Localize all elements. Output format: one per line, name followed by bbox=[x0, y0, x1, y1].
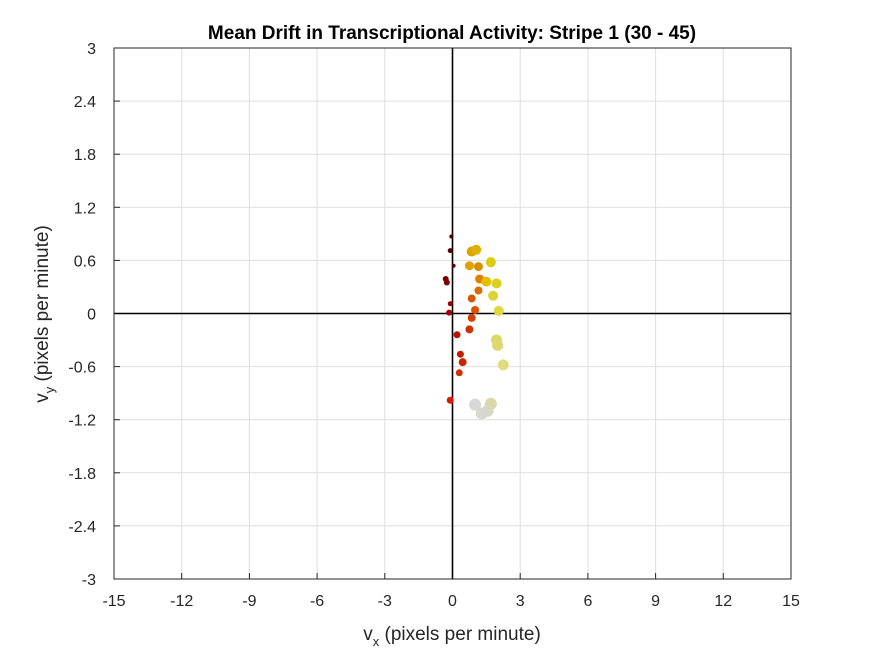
y-tick-label: -0.6 bbox=[68, 360, 96, 377]
x-tick-label: -6 bbox=[310, 593, 324, 610]
x-axis-label-subscript: x bbox=[373, 634, 380, 649]
data-point bbox=[471, 244, 482, 255]
x-tick-label: -3 bbox=[378, 593, 392, 610]
data-point bbox=[456, 350, 464, 358]
x-tick-labels: -15 -12 -9 -6 -3 0 3 6 9 12 15 bbox=[102, 593, 800, 610]
data-point bbox=[446, 396, 454, 404]
data-point bbox=[458, 358, 467, 367]
x-axis-label: vx (pixels per minute) bbox=[363, 624, 541, 649]
data-points bbox=[442, 234, 509, 420]
axes-frame bbox=[113, 47, 792, 580]
data-point bbox=[467, 313, 476, 322]
x-tick-label: 6 bbox=[583, 593, 592, 610]
y-tick-label: -3 bbox=[82, 572, 96, 589]
y-tick-label: 1.2 bbox=[74, 200, 96, 217]
y-tick-label: 3 bbox=[87, 41, 96, 58]
x-tick-label: 15 bbox=[782, 593, 800, 610]
data-point bbox=[446, 309, 453, 316]
y-axis-label-rest: (pixels per minute) bbox=[32, 225, 53, 387]
data-point bbox=[464, 261, 474, 271]
y-tick-label: 0.6 bbox=[74, 253, 96, 270]
data-point bbox=[488, 290, 499, 301]
data-point bbox=[467, 294, 476, 303]
data-point bbox=[475, 407, 488, 420]
data-point bbox=[474, 286, 483, 295]
data-point bbox=[451, 263, 456, 268]
x-tick-label: -9 bbox=[242, 593, 256, 610]
y-tick-label: -2.4 bbox=[68, 519, 96, 536]
data-point bbox=[447, 301, 453, 307]
y-tick-label: -1.2 bbox=[68, 413, 96, 430]
data-point bbox=[481, 276, 492, 287]
x-tick-label: 9 bbox=[651, 593, 660, 610]
data-point bbox=[453, 331, 461, 339]
data-point bbox=[492, 339, 504, 351]
y-axis-label-main: v bbox=[32, 393, 53, 403]
y-tick-labels: -3 -2.4 -1.8 -1.2 -0.6 0 0.6 1.2 1.8 2.4 3 bbox=[68, 41, 96, 589]
reference-lines bbox=[114, 48, 791, 579]
chart-title: Mean Drift in Transcriptional Activity: … bbox=[208, 23, 696, 44]
plot-area: -15 -12 -9 -6 -3 0 3 6 9 12 15 -3 -2.4 -1.8 -1.2 -0.6 0… bbox=[68, 41, 800, 610]
y-tick-label: 0 bbox=[87, 307, 96, 324]
data-point bbox=[465, 325, 474, 334]
data-point bbox=[497, 359, 509, 371]
x-axis-label-rest: (pixels per minute) bbox=[379, 624, 541, 645]
data-point bbox=[485, 257, 496, 268]
y-axis-label: vy (pixels per minute) bbox=[32, 225, 57, 403]
y-axis-label-subscript: y bbox=[42, 386, 57, 393]
x-tick-label: -12 bbox=[170, 593, 193, 610]
x-tick-label: 3 bbox=[516, 593, 525, 610]
y-tick-label: 2.4 bbox=[74, 94, 96, 111]
data-point bbox=[447, 248, 453, 254]
data-point bbox=[493, 305, 504, 316]
x-tick-label: -15 bbox=[102, 593, 125, 610]
data-point bbox=[449, 234, 454, 239]
data-point bbox=[473, 262, 483, 272]
y-tick-label: 1.8 bbox=[74, 147, 96, 164]
data-point bbox=[443, 279, 450, 286]
data-point bbox=[491, 278, 502, 289]
x-tick-label: 0 bbox=[448, 593, 457, 610]
data-point bbox=[455, 369, 463, 377]
y-tick-label: -1.8 bbox=[68, 466, 96, 483]
data-point bbox=[471, 305, 480, 314]
data-point bbox=[469, 398, 482, 411]
x-tick-label: 12 bbox=[714, 593, 732, 610]
x-axis-label-main: v bbox=[363, 624, 373, 645]
